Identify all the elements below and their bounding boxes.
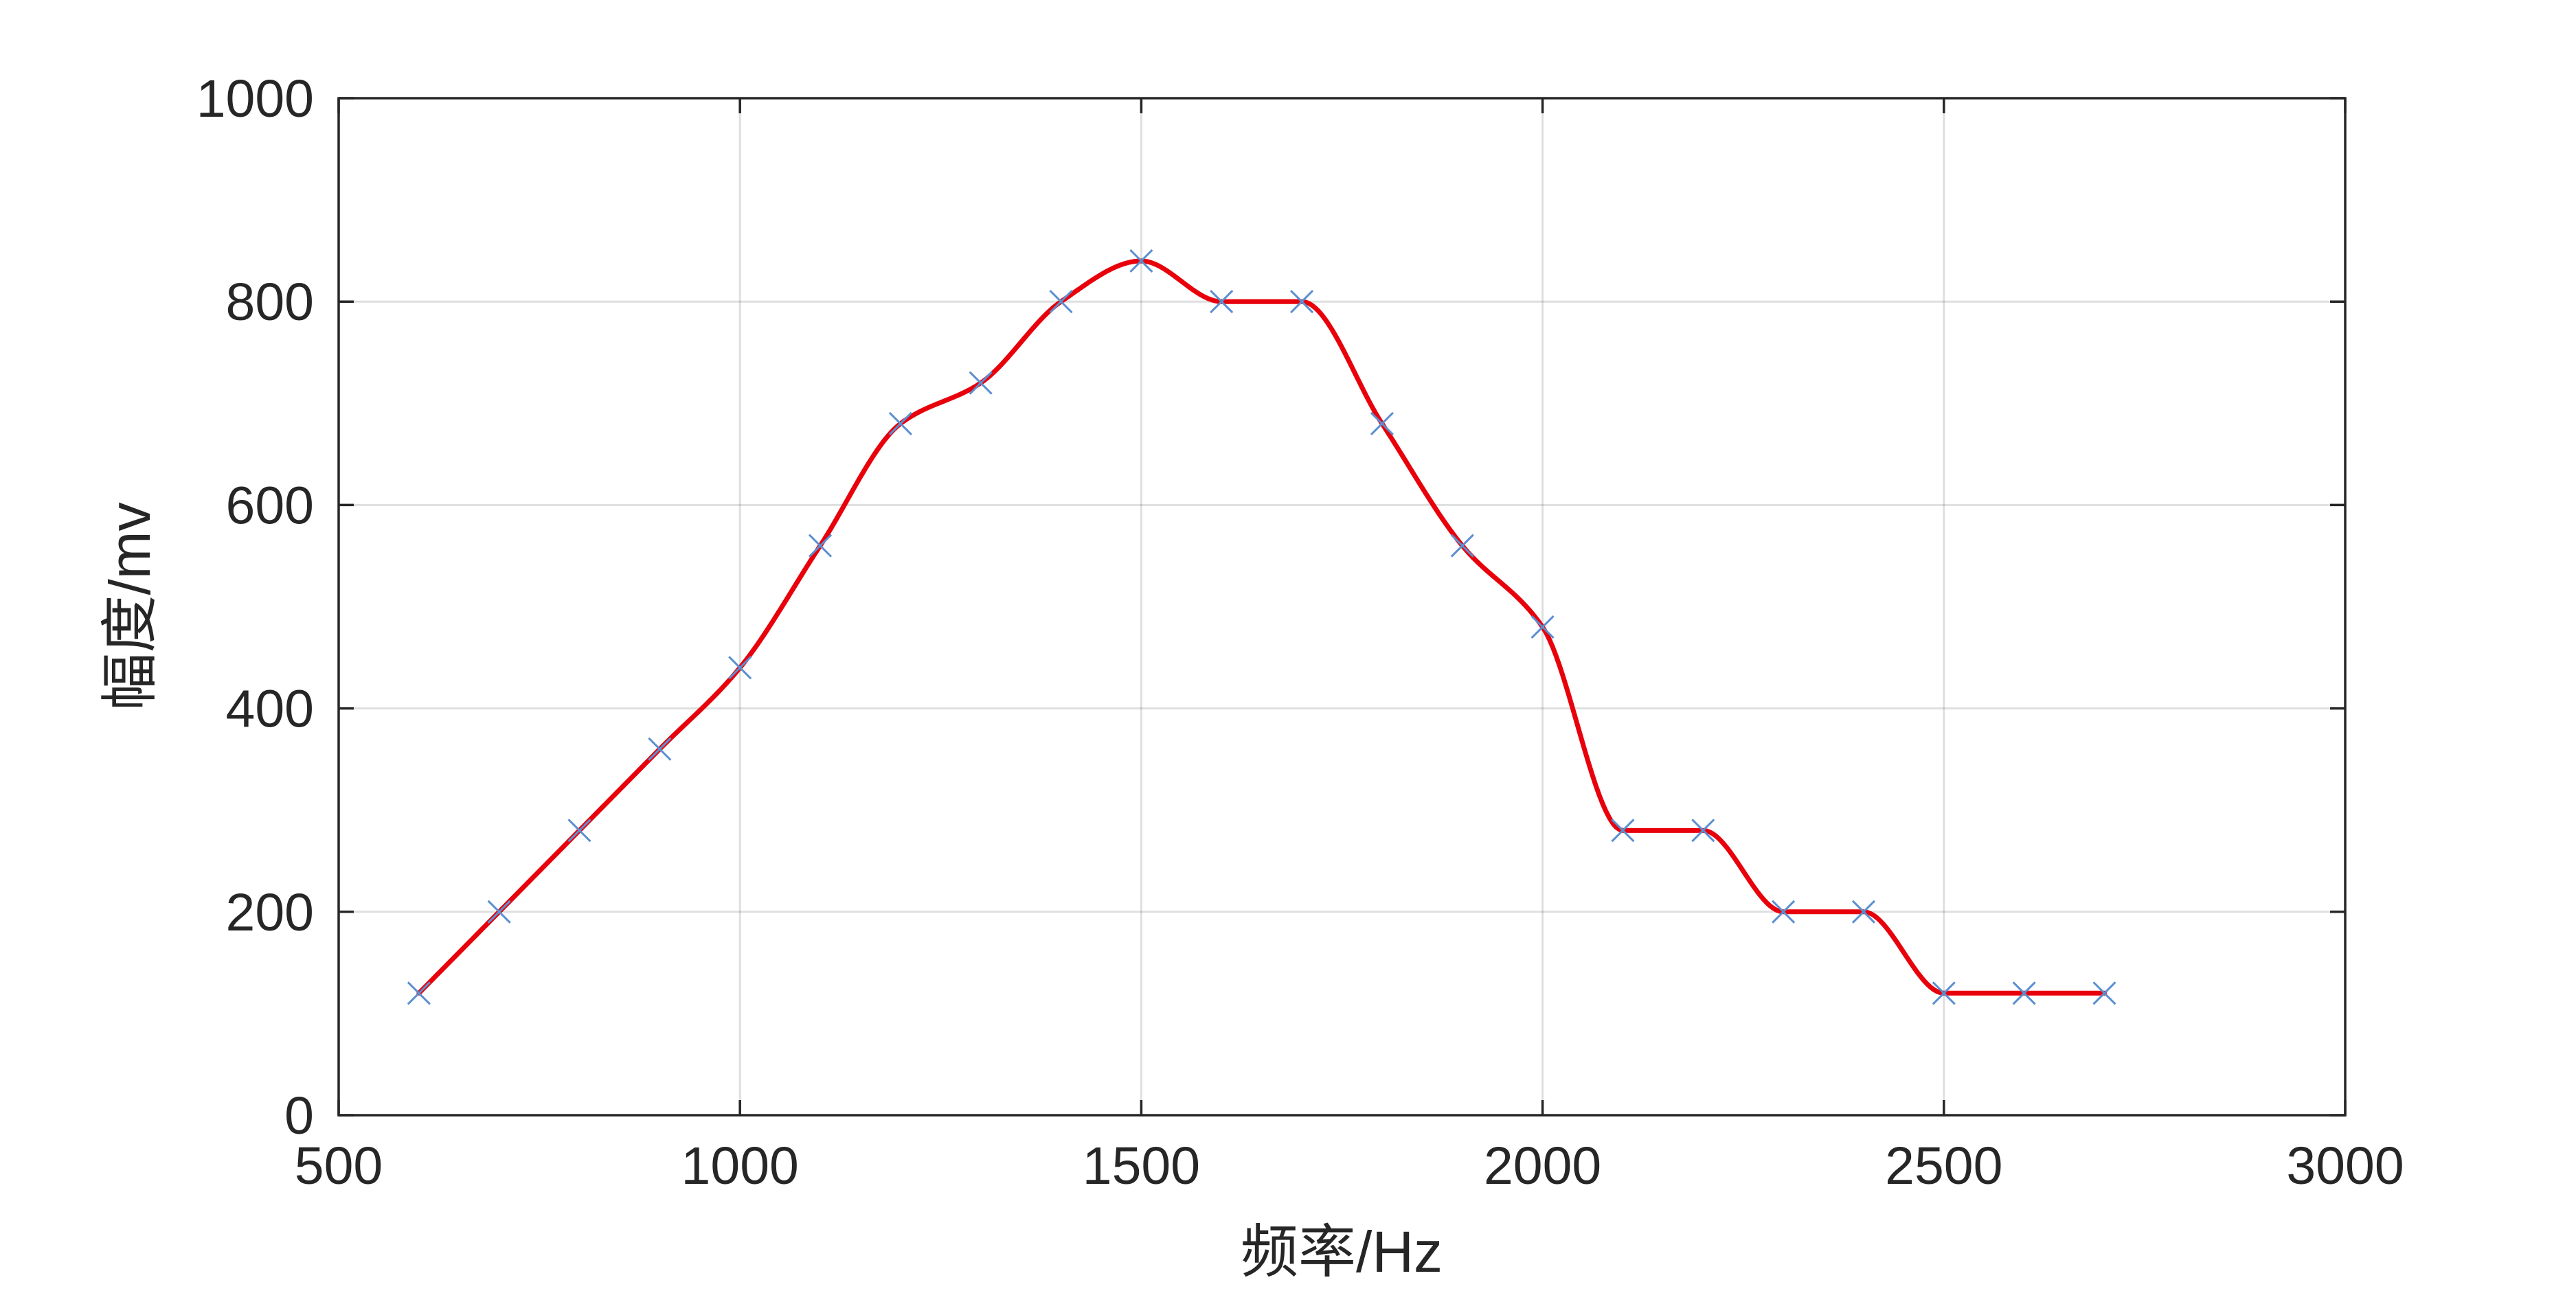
x-tick-label: 2000 [1484,1136,1601,1196]
fitted-curve [416,258,2107,996]
data-point-marker [1611,819,1635,843]
data-point-marker [1290,290,1314,314]
x-tick-label: 500 [295,1136,383,1196]
data-point-marker [487,900,511,924]
data-point-marker [1772,900,1796,924]
data-point-marker [648,737,672,761]
tick-labels: 500 1000 1500 2000 2500 3000 0 200 400 600 800 1000 [196,69,2404,1196]
data-point-marker [1129,249,1153,273]
grid-lines [339,98,2345,1115]
y-tick-label: 1000 [196,69,314,128]
data-point-marker [2092,981,2116,1005]
x-tick-label: 1000 [681,1136,799,1196]
plot-frame [337,97,2347,1117]
data-point-marker [1210,290,1234,314]
data-point-marker [969,371,993,395]
data-point-marker [1932,981,1956,1005]
data-point-marker [1851,900,1876,924]
data-point-marker [1049,290,1073,314]
data-point-marker [888,411,912,435]
data-point-marker [407,981,431,1005]
x-tick-label: 2500 [1885,1136,2002,1196]
y-tick-label: 0 [284,1086,314,1145]
data-point-marker [2012,981,2036,1005]
data-point-marker [728,656,752,680]
data-point-marker [1530,615,1555,639]
plot-background [339,98,2345,1115]
y-axis-title: 幅度/mv [98,502,162,710]
y-tick-label: 800 [226,273,314,332]
y-tick-label: 600 [226,476,314,535]
series-layer [407,249,2116,1005]
x-axis-title: 频率/Hz [1241,1220,1443,1284]
data-point-marker [567,819,591,843]
ticks [337,97,2347,1117]
data-point-marker [1691,819,1715,843]
data-point-marker [1370,411,1394,435]
x-tick-label: 3000 [2286,1136,2404,1196]
data-point-marker [808,534,833,558]
x-tick-label: 1500 [1083,1136,1200,1196]
y-tick-label: 200 [226,883,314,942]
data-point-marker [1450,534,1474,558]
y-tick-label: 400 [226,680,314,739]
